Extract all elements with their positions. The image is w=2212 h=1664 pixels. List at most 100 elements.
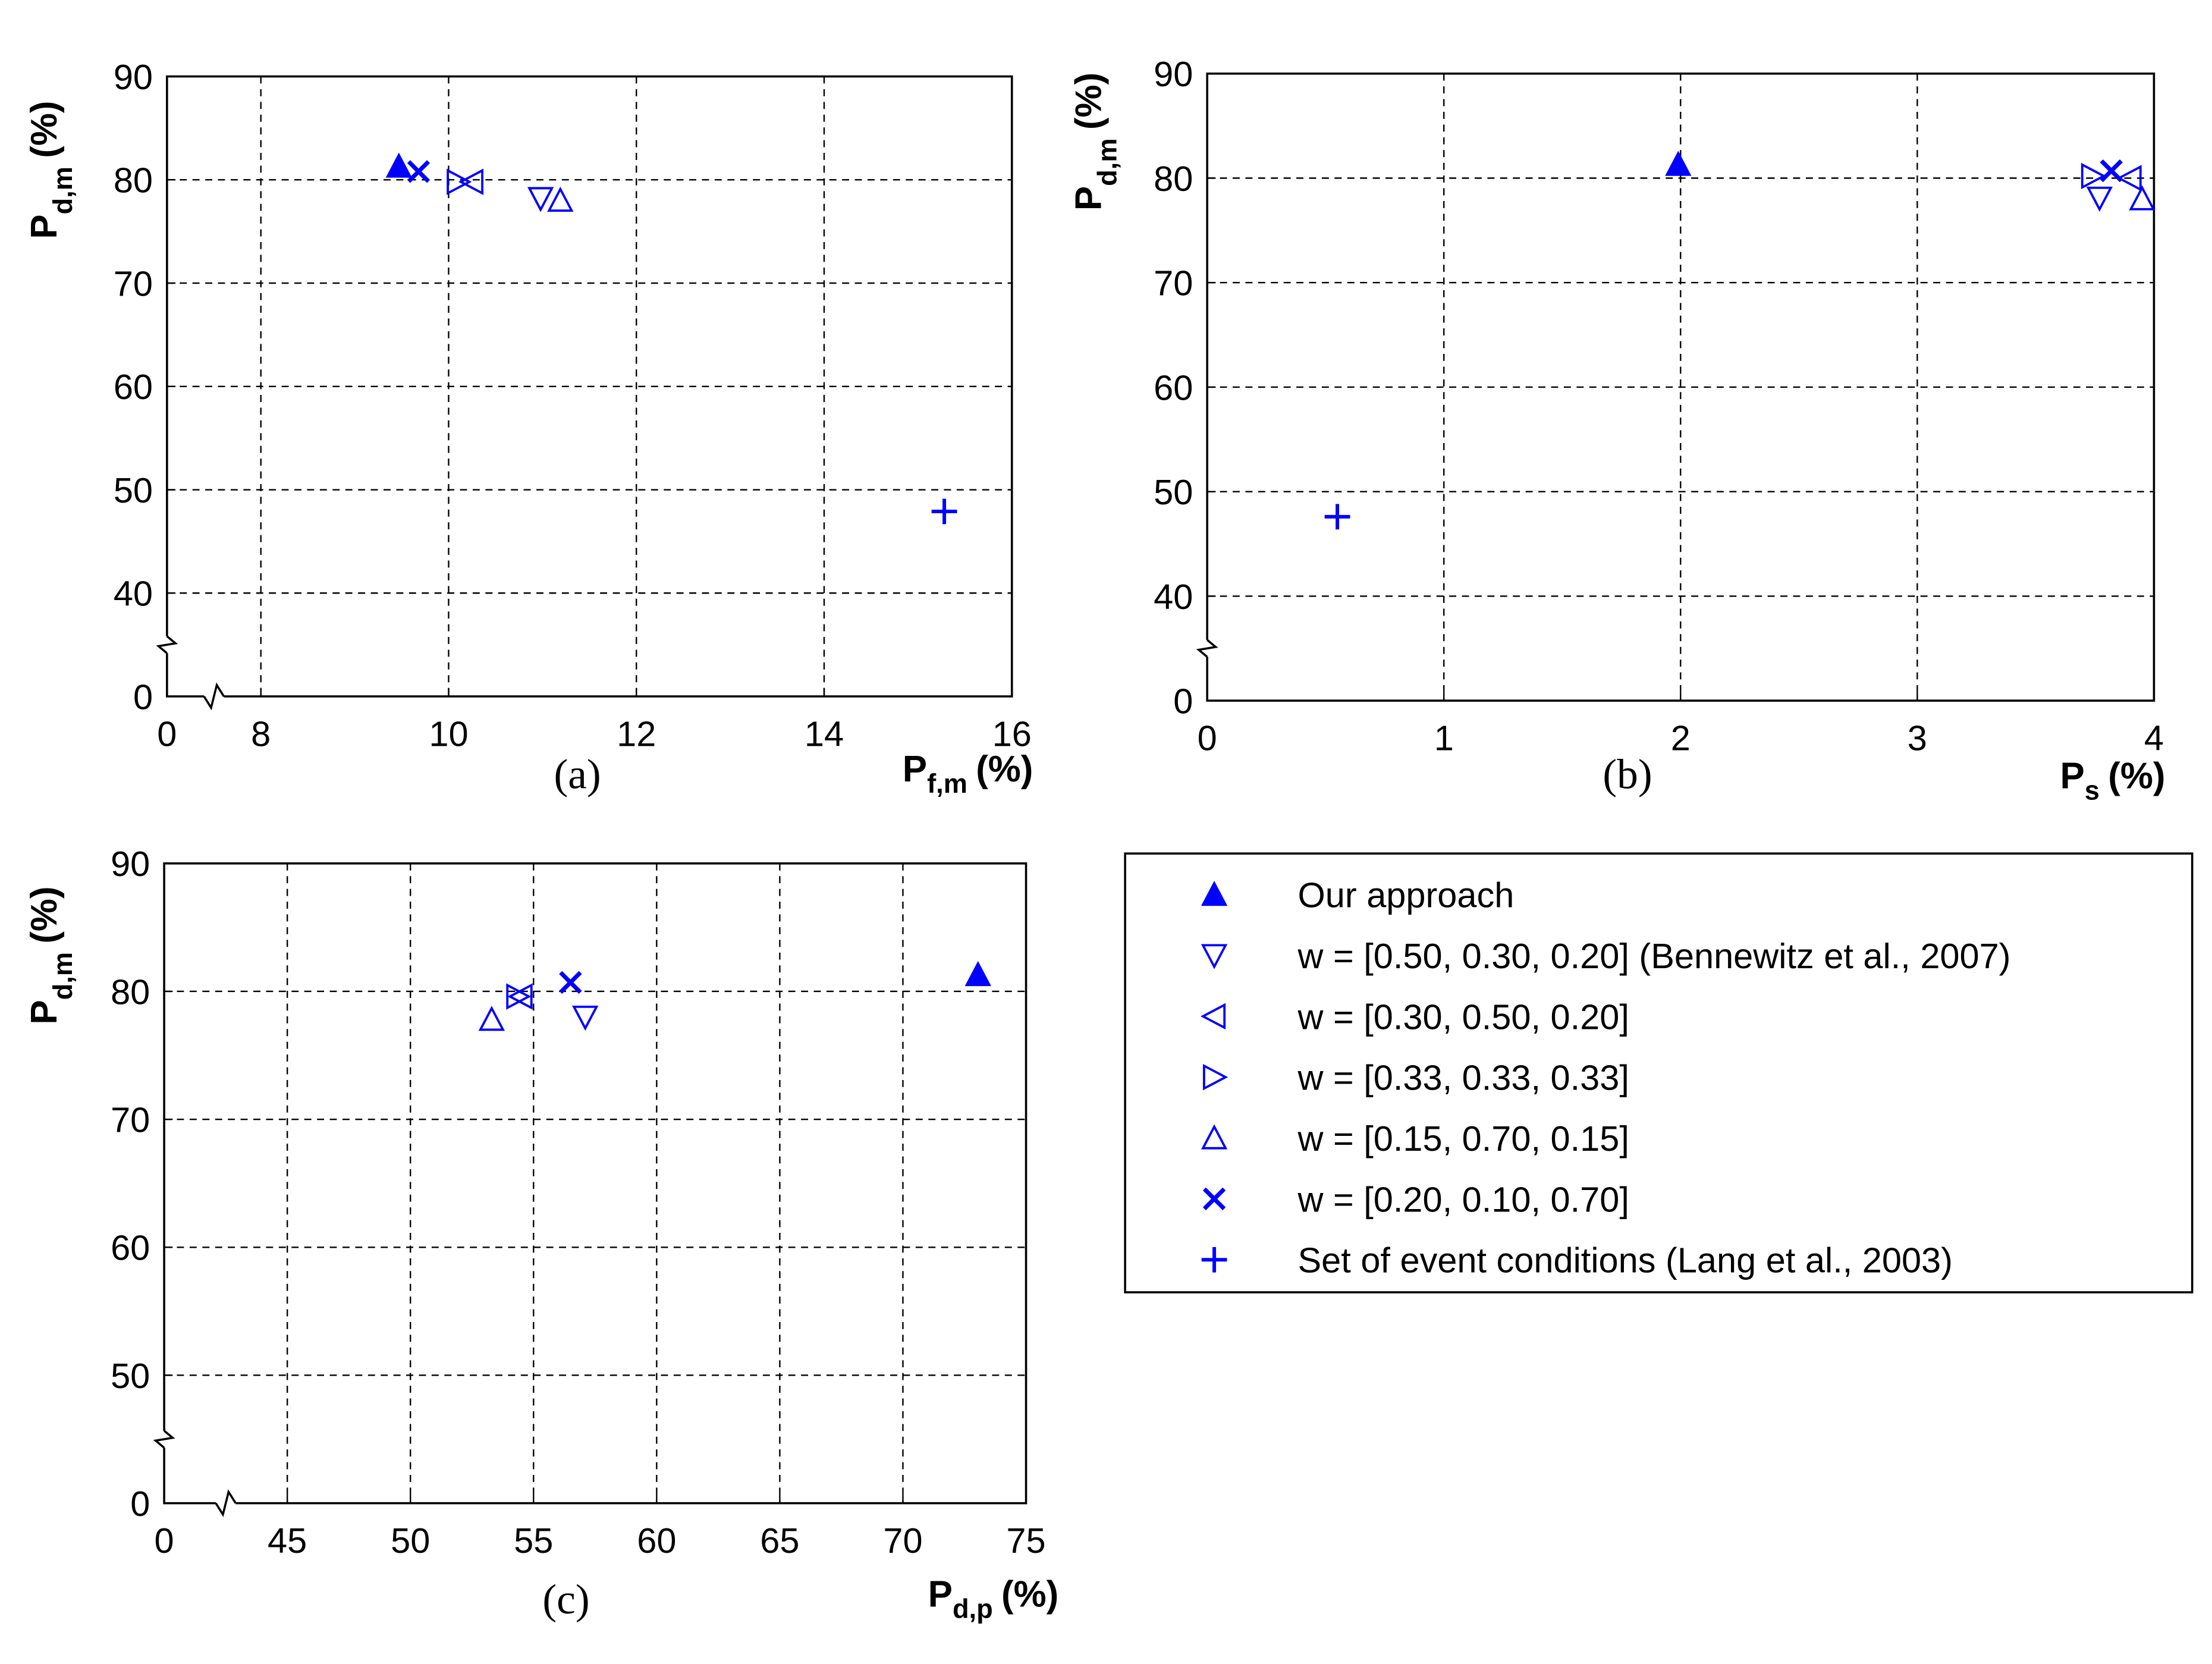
x-tick-label: 3 bbox=[1908, 718, 1927, 758]
y-tick-label: 50 bbox=[111, 1356, 150, 1396]
axis-label: Pf,m (%) bbox=[903, 749, 1033, 799]
marker bbox=[385, 152, 412, 178]
y-tick-label: 90 bbox=[1154, 54, 1193, 94]
x-tick-label: 50 bbox=[391, 1521, 430, 1561]
y-tick-label: 60 bbox=[111, 1228, 150, 1268]
marker bbox=[964, 960, 991, 987]
axis-break bbox=[153, 1430, 175, 1449]
marker bbox=[559, 971, 582, 994]
y-tick-label: 70 bbox=[114, 263, 153, 303]
marker bbox=[547, 186, 574, 212]
label-unit: (%) bbox=[2108, 756, 2165, 797]
marker bbox=[507, 983, 533, 1010]
legend-label: w = [0.50, 0.30, 0.20] (Bennewitz et al.… bbox=[1297, 936, 2010, 976]
legend-marker bbox=[1202, 1187, 1226, 1211]
y-tick-label: 40 bbox=[114, 574, 153, 614]
x-tick-label: 0 bbox=[157, 714, 177, 753]
x-tick-label: 65 bbox=[760, 1521, 799, 1561]
legend-label: w = [0.20, 0.10, 0.70] bbox=[1297, 1179, 1629, 1219]
marker bbox=[407, 160, 431, 183]
legend-marker bbox=[1203, 1064, 1228, 1091]
axis-label: Pd,m (%) bbox=[24, 886, 77, 1024]
marker bbox=[2086, 186, 2113, 212]
marker bbox=[478, 1006, 505, 1031]
label-main: P bbox=[2060, 756, 2085, 797]
x-tick-label: 45 bbox=[268, 1521, 307, 1561]
x-tick-label: 1 bbox=[1434, 718, 1454, 758]
label-main: P bbox=[1069, 186, 1110, 211]
axis-label: Ps (%) bbox=[2060, 756, 2166, 806]
label-sub: s bbox=[2085, 776, 2100, 806]
x-tick-label: 0 bbox=[1198, 718, 1217, 758]
caption: (a) bbox=[554, 751, 601, 798]
y-tick-label: 50 bbox=[1154, 472, 1193, 512]
marker bbox=[2116, 165, 2142, 191]
legend-marker bbox=[1201, 1124, 1228, 1150]
caption: (b) bbox=[1603, 751, 1652, 798]
label-unit: (%) bbox=[976, 749, 1033, 790]
legend-marker bbox=[1201, 944, 1228, 969]
label-sub: f,m bbox=[927, 768, 967, 799]
x-tick-label: 70 bbox=[883, 1521, 922, 1561]
y-tick-label: 70 bbox=[1154, 263, 1193, 303]
legend-marker bbox=[1201, 881, 1228, 906]
legend-box bbox=[1124, 852, 2194, 1293]
label-main: P bbox=[928, 1574, 953, 1615]
legend-label: w = [0.33, 0.33, 0.33] bbox=[1297, 1058, 1629, 1098]
y-tick-label: 80 bbox=[1154, 159, 1193, 199]
label-unit: (%) bbox=[24, 886, 65, 943]
x-tick-label: 8 bbox=[251, 714, 271, 753]
x-tick-label: 60 bbox=[637, 1521, 676, 1561]
x-tick-label: 2 bbox=[1671, 718, 1691, 758]
legend-label: Set of event conditions (Lang et al., 20… bbox=[1297, 1241, 1952, 1280]
axis-label: Pd,p (%) bbox=[928, 1574, 1059, 1624]
legend-label: Our approach bbox=[1297, 875, 1514, 915]
x-tick-label: 0 bbox=[155, 1521, 174, 1561]
x-tick-label: 10 bbox=[429, 714, 468, 753]
caption: (c) bbox=[542, 1576, 589, 1623]
marker bbox=[527, 187, 554, 212]
label-main: P bbox=[24, 214, 65, 238]
label-sub: d,m bbox=[1092, 138, 1122, 186]
x-tick-label: 12 bbox=[617, 714, 656, 753]
y-tick-label: 0 bbox=[133, 677, 153, 717]
marker bbox=[2129, 185, 2156, 211]
label-unit: (%) bbox=[1001, 1574, 1058, 1615]
plot-area bbox=[163, 862, 1028, 1505]
label-main: P bbox=[24, 1000, 65, 1024]
x-tick-label: 4 bbox=[2144, 718, 2164, 758]
marker bbox=[2100, 159, 2123, 183]
axis-break bbox=[215, 1489, 237, 1518]
marker bbox=[2081, 162, 2107, 190]
label-sub: d,p bbox=[953, 1593, 993, 1624]
x-tick-label: 55 bbox=[514, 1521, 553, 1561]
axis-label: Pd,m (%) bbox=[24, 101, 78, 239]
y-tick-label: 80 bbox=[114, 161, 153, 200]
y-tick-label: 0 bbox=[1173, 682, 1193, 721]
label-unit: (%) bbox=[24, 101, 65, 158]
y-tick-label: 60 bbox=[114, 367, 153, 407]
x-tick-label: 75 bbox=[1006, 1521, 1045, 1561]
marker bbox=[458, 168, 483, 195]
legend-label: w = [0.15, 0.70, 0.15] bbox=[1297, 1119, 1629, 1158]
label-unit: (%) bbox=[1069, 73, 1110, 130]
marker bbox=[506, 983, 532, 1010]
legend-marker bbox=[1200, 1003, 1226, 1030]
legend-label: w = [0.30, 0.50, 0.20] bbox=[1297, 997, 1629, 1037]
x-tick-label: 14 bbox=[805, 714, 844, 753]
marker bbox=[1324, 504, 1350, 530]
y-tick-label: 0 bbox=[130, 1484, 150, 1524]
label-sub: d,m bbox=[48, 952, 78, 1000]
marker bbox=[1665, 150, 1692, 176]
label-main: P bbox=[903, 749, 927, 790]
marker bbox=[931, 498, 957, 525]
y-tick-label: 40 bbox=[1154, 577, 1193, 617]
y-tick-label: 80 bbox=[111, 972, 150, 1012]
y-tick-label: 70 bbox=[111, 1100, 150, 1140]
axis-label: Pd,m (%) bbox=[1069, 73, 1123, 211]
axis-break bbox=[203, 682, 225, 711]
y-tick-label: 90 bbox=[111, 844, 150, 884]
marker bbox=[572, 1005, 599, 1031]
